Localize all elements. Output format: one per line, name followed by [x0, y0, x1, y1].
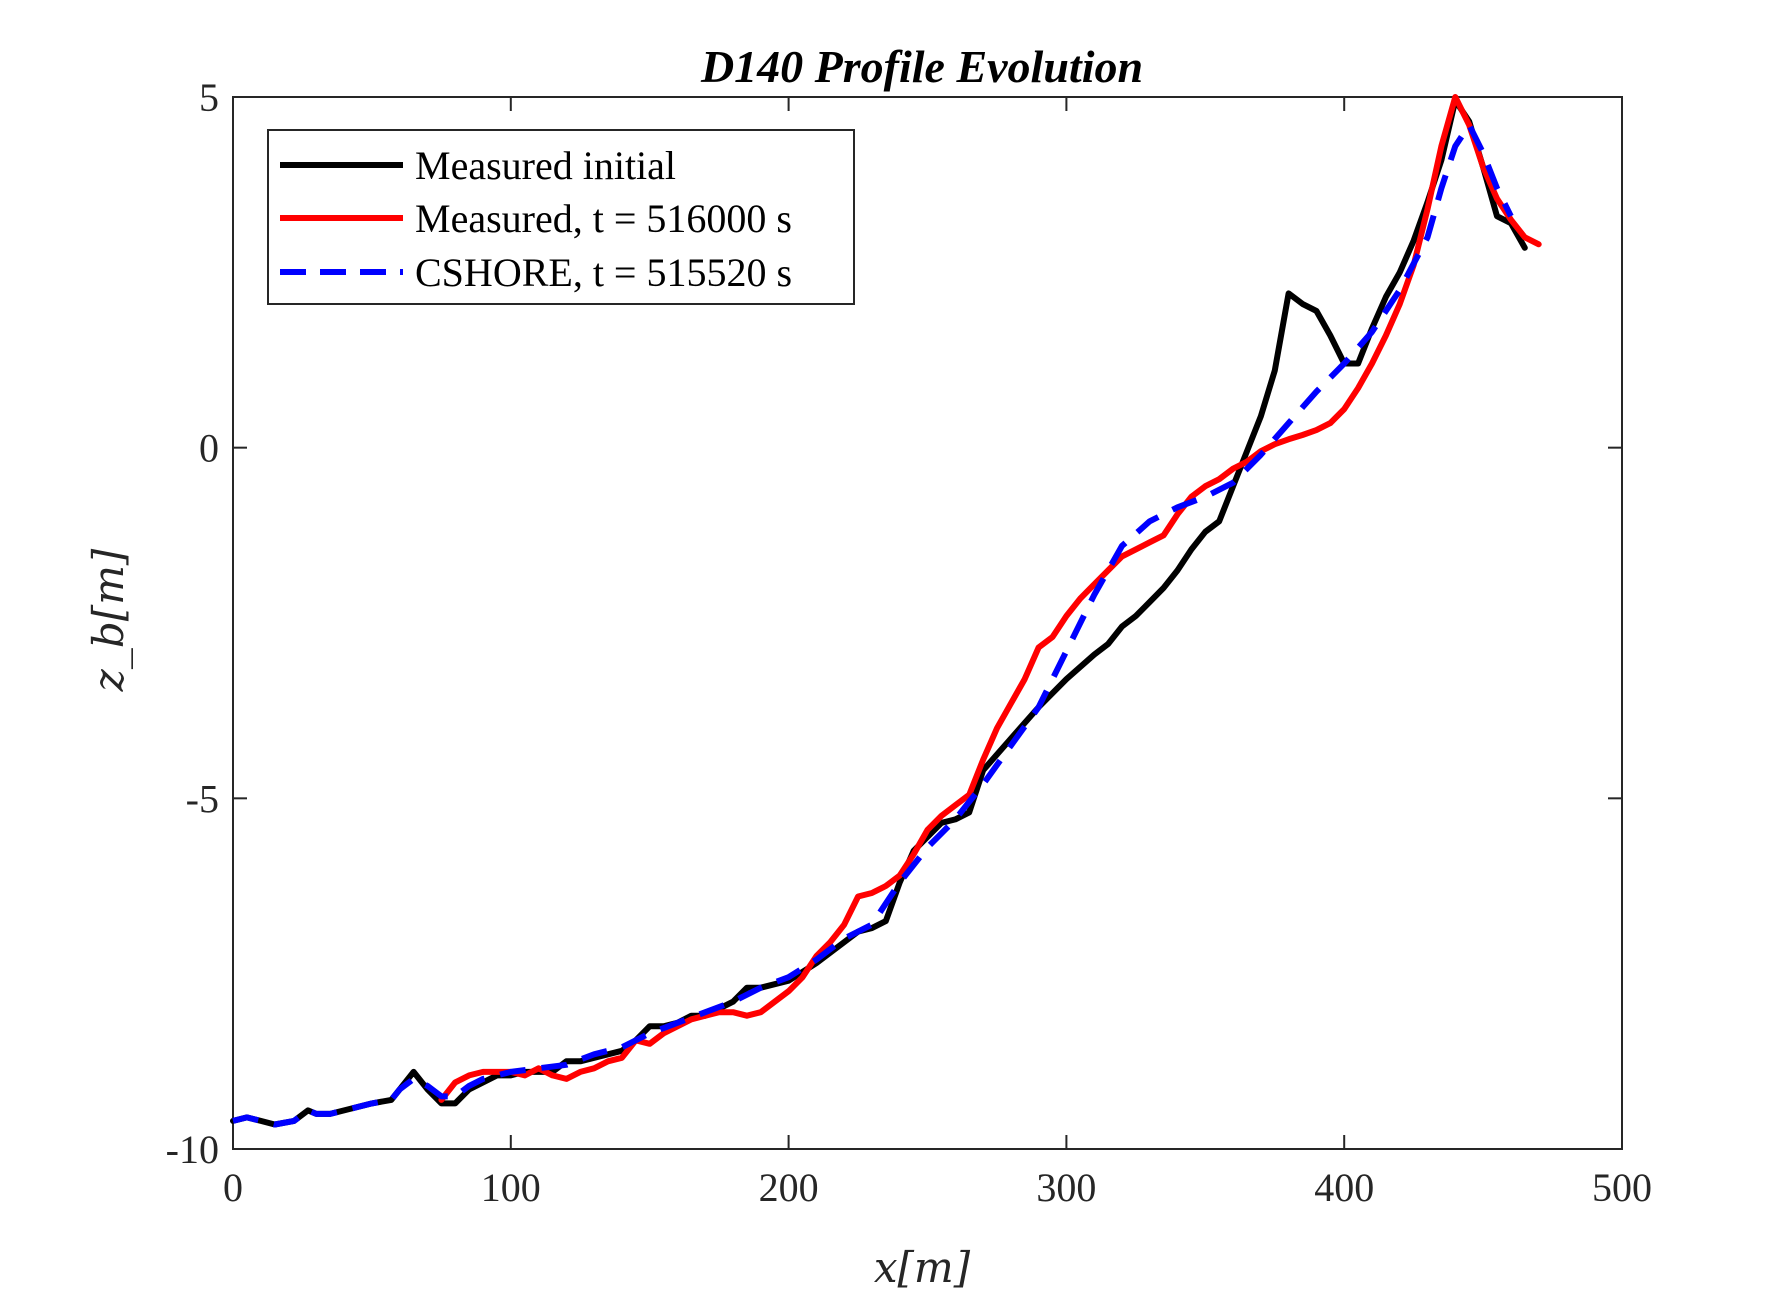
- series-layer: [230, 94, 1542, 1128]
- x-tick-label: 200: [759, 1165, 819, 1210]
- y-tick-label: -5: [186, 776, 219, 821]
- y-axis-label: z_b[m]: [84, 548, 133, 692]
- plot-area: [232, 96, 1623, 1150]
- y-tick-label: 0: [199, 426, 219, 471]
- x-tick-label: 100: [481, 1165, 541, 1210]
- series-line-2: [232, 122, 1514, 1128]
- legend: Measured initial Measured, t = 516000 s …: [267, 129, 855, 305]
- x-axis-label: x[m]: [874, 1243, 971, 1290]
- x-tick-label: 400: [1314, 1165, 1374, 1210]
- ticks: 0 100 200 300 400 500 -10 -5 0 5: [166, 75, 1652, 1210]
- x-tick-label: 500: [1592, 1165, 1652, 1210]
- chart-title: D140 Profile Evolution: [700, 41, 1143, 92]
- y-axis-label-group: z_b[m]: [84, 548, 133, 692]
- legend-label-0: Measured initial: [415, 143, 676, 188]
- axes-box: [232, 96, 1623, 1150]
- y-tick-label: 5: [199, 75, 219, 120]
- legend-label-1: Measured, t = 516000 s: [415, 196, 792, 241]
- y-tick-label: -10: [166, 1127, 219, 1172]
- x-tick-label: 0: [223, 1165, 243, 1210]
- x-tick-label: 300: [1036, 1165, 1096, 1210]
- legend-label-2: CSHORE, t = 515520 s: [415, 250, 792, 295]
- series-line-1: [438, 94, 1542, 1103]
